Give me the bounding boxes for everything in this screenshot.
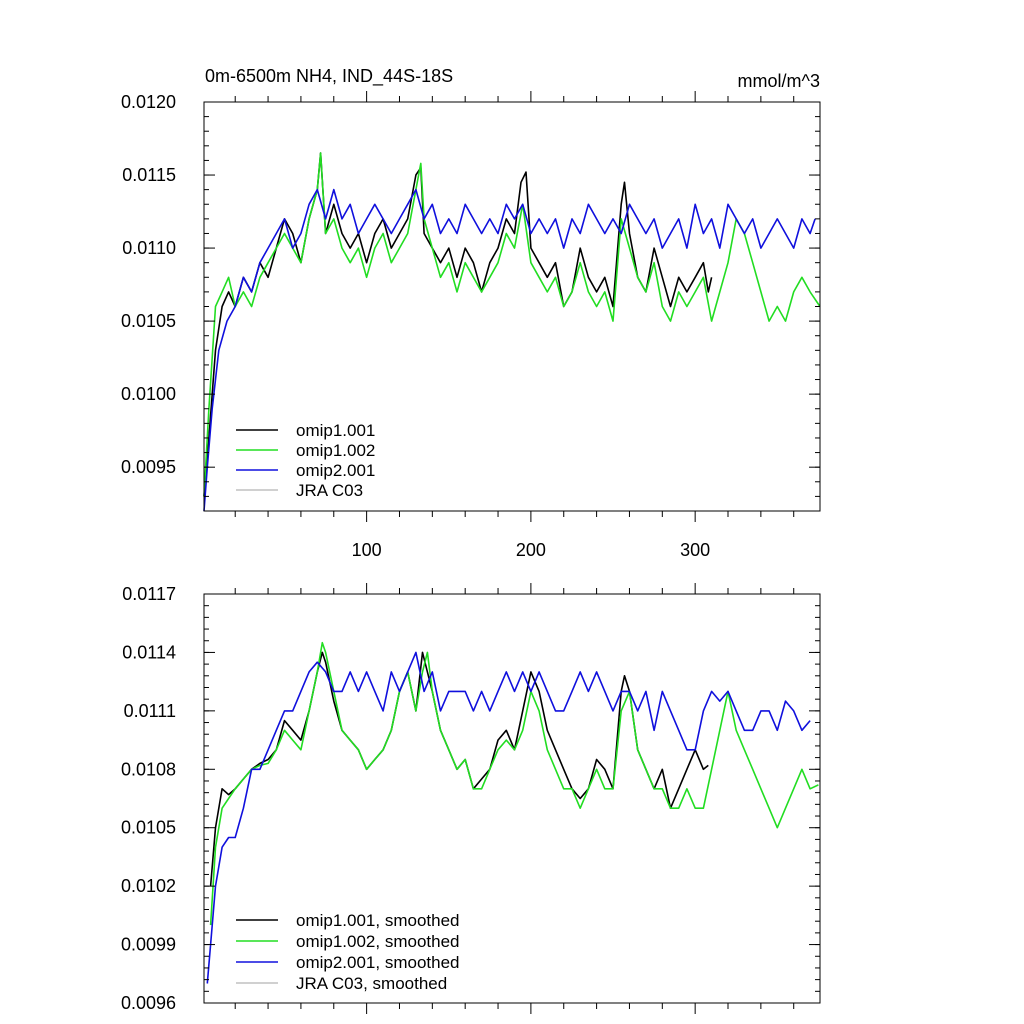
top-chart-units: mmol/m^3 [738, 71, 820, 91]
top-plot-area [203, 152, 821, 512]
top-chart-title: 0m-6500m NH4, IND_44S-18S [205, 66, 453, 87]
x-tick-label: 300 [680, 540, 710, 560]
y-tick-label: 0.0102 [121, 876, 176, 896]
y-tick-label: 0.0105 [121, 311, 176, 331]
legend-label: omip1.001 [296, 421, 375, 440]
series-line-0-2 [203, 188, 816, 512]
y-tick-label: 0.0120 [121, 92, 176, 112]
legend-label: omip2.001 [296, 461, 375, 480]
legend-label: JRA C03, smoothed [296, 974, 447, 993]
y-tick-label: 0.0111 [124, 701, 176, 721]
top-panel: 0m-6500m NH4, IND_44S-18S mmol/m^3 0.009… [121, 66, 821, 560]
series-line-1-0 [209, 651, 709, 887]
bottom-panel: 0.0096 0.0099 0.0102 0.0105 0.0108 0.0111 0.01… [121, 583, 821, 1014]
series-line-0-1 [203, 152, 821, 497]
bottom-axes: 0.0096 0.0099 0.0102 0.0105 0.0108 0.0111 0.01… [121, 583, 821, 1014]
y-tick-label: 0.0117 [122, 584, 176, 604]
y-tick-label: 0.0095 [121, 457, 176, 477]
series-line-1-2 [206, 651, 811, 984]
y-tick-label: 0.0110 [122, 238, 176, 258]
legend-label: JRA C03 [296, 481, 363, 500]
legend-label: omip1.002 [296, 441, 375, 460]
y-tick-label: 0.0100 [121, 384, 176, 404]
series-line-1-1 [209, 641, 819, 926]
y-tick-label: 0.0114 [122, 642, 176, 662]
top-axes: 0.0095 0.0100 0.0105 0.0110 0.0115 0.0120 100 2… [121, 91, 821, 560]
y-tick-label: 0.0115 [122, 165, 176, 185]
y-tick-label: 0.0099 [121, 935, 176, 955]
y-tick-label: 0.0105 [121, 818, 176, 838]
bottom-legend: omip1.001, smoothed omip1.002, smoothed om… [236, 911, 460, 993]
legend-label: omip1.001, smoothed [296, 911, 460, 930]
series-line-0-0 [203, 152, 713, 497]
legend-label: omip2.001, smoothed [296, 953, 460, 972]
legend-label: omip1.002, smoothed [296, 932, 460, 951]
bottom-plot-area [206, 641, 819, 984]
x-tick-label: 100 [352, 540, 382, 560]
plot-frame [203, 593, 821, 1004]
y-tick-label: 0.0096 [121, 993, 176, 1013]
y-tick-label: 0.0108 [121, 759, 176, 779]
x-tick-label: 200 [516, 540, 546, 560]
